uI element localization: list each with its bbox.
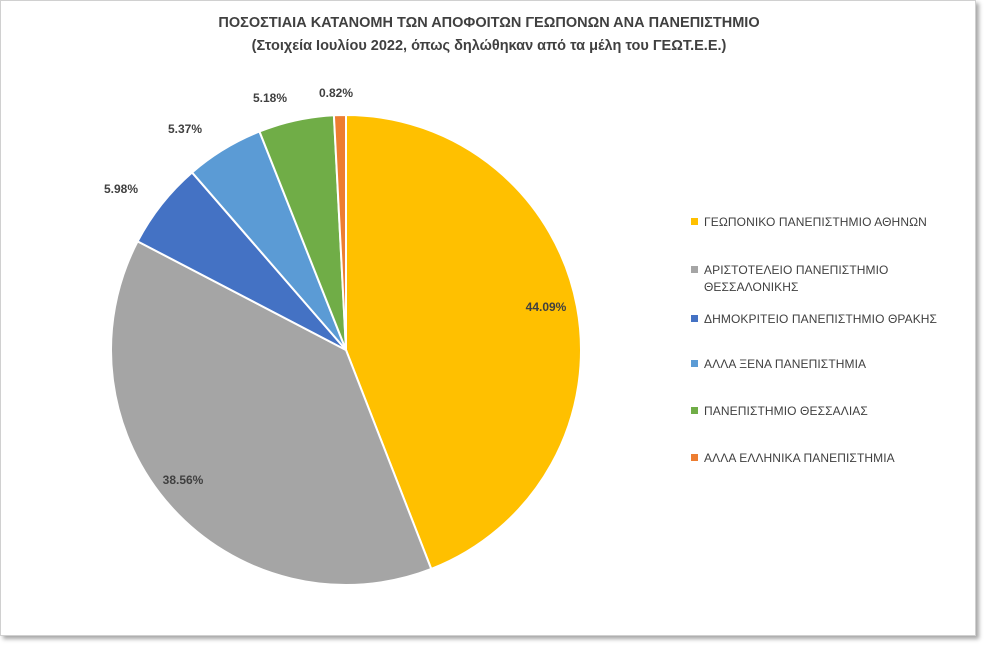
legend-swatch — [691, 454, 698, 461]
legend-label: ΑΛΛΑ ΞΕΝΑ ΠΑΝΕΠΙΣΤΗΜΙΑ — [704, 357, 867, 371]
data-label-4: 5.37% — [168, 122, 202, 136]
data-label-3: 5.98% — [104, 182, 138, 196]
chart-frame: ΠΟΣΟΣΤΙΑΙΑ ΚΑΤΑΝΟΜΗ ΤΩΝ ΑΠΟΦΟΙΤΩΝ ΓΕΩΠΟΝ… — [0, 0, 976, 636]
pie-slice-2 — [110, 239, 433, 586]
legend-item-6: ΑΛΛΑ ΕΛΛΗΝΙΚΑ ΠΑΝΕΠΙΣΤΗΜΙΑ — [691, 450, 971, 467]
data-label-6: 0.82% — [319, 86, 353, 100]
legend-label: ΑΛΛΑ ΕΛΛΗΝΙΚΑ ΠΑΝΕΠΙΣΤΗΜΙΑ — [704, 451, 895, 465]
chart-subtitle: (Στοιχεία Ιουλίου 2022, όπως δηλώθηκαν α… — [251, 38, 727, 54]
data-label-2: 38.56% — [163, 473, 204, 487]
legend-item-2: ΑΡΙΣΤΟΤΕΛΕΙΟ ΠΑΝΕΠΙΣΤΗΜΙΟ ΘΕΣΣΑΛΟΝΙΚΗΣ — [691, 262, 971, 296]
legend-item-1: ΓΕΩΠΟΝΙΚΟ ΠΑΝΕΠΙΣΤΗΜΙΟ ΑΘΗΝΩΝ — [691, 214, 971, 231]
pie-slice-6 — [332, 113, 347, 351]
legend-item-5: ΠΑΝΕΠΙΣΤΗΜΙΟ ΘΕΣΣΑΛΙΑΣ — [691, 403, 971, 420]
legend-swatch — [691, 407, 698, 414]
pie-slice-1 — [345, 113, 582, 571]
pie-chart: 44.09% 38.56% 5.98% 5.37% 5.18% 0.82% — [104, 86, 582, 586]
legend-swatch — [691, 218, 698, 225]
legend-label: ΔΗΜΟΚΡΙΤΕΙΟ ΠΑΝΕΠΙΣΤΗΜΙΟ ΘΡΑΚΗΣ — [704, 312, 938, 326]
pie-data-labels: 44.09% 38.56% 5.98% 5.37% 5.18% 0.82% — [104, 86, 567, 487]
legend-item-4: ΑΛΛΑ ΞΕΝΑ ΠΑΝΕΠΙΣΤΗΜΙΑ — [691, 356, 971, 373]
legend-swatch — [691, 360, 698, 367]
legend-label: ΓΕΩΠΟΝΙΚΟ ΠΑΝΕΠΙΣΤΗΜΙΟ ΑΘΗΝΩΝ — [704, 215, 927, 229]
legend-label: ΠΑΝΕΠΙΣΤΗΜΙΟ ΘΕΣΣΑΛΙΑΣ — [704, 404, 868, 418]
chart-title: ΠΟΣΟΣΤΙΑΙΑ ΚΑΤΑΝΟΜΗ ΤΩΝ ΑΠΟΦΟΙΤΩΝ ΓΕΩΠΟΝ… — [218, 15, 760, 31]
data-label-1: 44.09% — [526, 300, 567, 314]
legend-swatch — [691, 266, 698, 273]
pie-slices — [110, 113, 582, 586]
legend-swatch — [691, 315, 698, 322]
data-label-5: 5.18% — [253, 91, 287, 105]
legend-label: ΑΡΙΣΤΟΤΕΛΕΙΟ ΠΑΝΕΠΙΣΤΗΜΙΟ ΘΕΣΣΑΛΟΝΙΚΗΣ — [704, 263, 889, 294]
legend-item-3: ΔΗΜΟΚΡΙΤΕΙΟ ΠΑΝΕΠΙΣΤΗΜΙΟ ΘΡΑΚΗΣ — [691, 311, 971, 328]
